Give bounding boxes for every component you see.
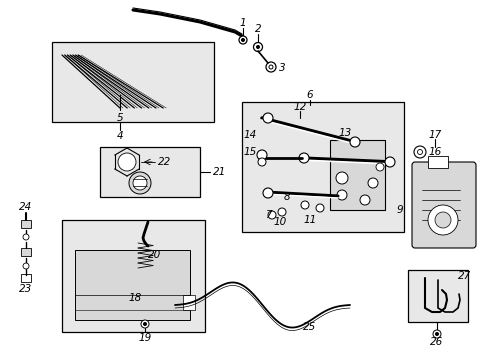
Text: 5: 5	[117, 113, 123, 123]
Bar	[242, 102, 403, 232]
Text: 4: 4	[117, 131, 123, 141]
Text: 20: 20	[148, 250, 162, 260]
Text: 9: 9	[396, 205, 403, 215]
Text: 2: 2	[254, 24, 261, 34]
Circle shape	[413, 146, 425, 158]
Text: 17: 17	[427, 130, 441, 140]
Circle shape	[375, 163, 383, 171]
Circle shape	[118, 153, 136, 171]
Text: 1: 1	[239, 18, 246, 28]
Circle shape	[278, 208, 285, 216]
Circle shape	[141, 320, 149, 328]
Circle shape	[265, 62, 275, 72]
Circle shape	[129, 172, 151, 194]
Text: 3: 3	[278, 63, 285, 73]
Text: 19: 19	[138, 333, 151, 343]
Text: 6: 6	[306, 90, 313, 100]
Circle shape	[417, 149, 422, 154]
Text: 16: 16	[427, 147, 441, 157]
Text: 22: 22	[158, 157, 171, 167]
Text: 7: 7	[264, 210, 271, 220]
Circle shape	[298, 153, 308, 163]
Circle shape	[315, 204, 324, 212]
Circle shape	[335, 172, 347, 184]
Circle shape	[349, 137, 359, 147]
Circle shape	[143, 323, 146, 325]
Bar	[407, 270, 467, 322]
Bar	[427, 156, 447, 168]
Text: 25: 25	[303, 322, 316, 332]
Bar	[100, 147, 200, 197]
Bar	[329, 140, 384, 210]
FancyBboxPatch shape	[411, 162, 475, 248]
Text: 10: 10	[273, 217, 286, 227]
Circle shape	[253, 42, 262, 51]
Text: 12: 12	[293, 102, 306, 112]
Text: 18: 18	[128, 293, 142, 303]
Circle shape	[268, 65, 272, 69]
Circle shape	[301, 201, 308, 209]
Circle shape	[367, 178, 377, 188]
Text: 24: 24	[20, 202, 33, 212]
Circle shape	[384, 157, 394, 167]
Circle shape	[434, 212, 450, 228]
Bar	[52, 42, 214, 122]
Text: 23: 23	[20, 284, 33, 294]
Circle shape	[435, 333, 438, 336]
Bar	[183, 295, 195, 310]
Circle shape	[258, 158, 265, 166]
Circle shape	[427, 205, 457, 235]
Text: 11: 11	[303, 215, 316, 225]
Circle shape	[267, 211, 275, 219]
Circle shape	[432, 330, 440, 338]
Bar	[75, 250, 190, 320]
Text: 26: 26	[429, 337, 443, 347]
Bar	[21, 220, 31, 228]
Circle shape	[257, 150, 266, 160]
Circle shape	[336, 190, 346, 200]
Bar	[62, 220, 204, 332]
Text: 13: 13	[338, 128, 351, 138]
Text: 21: 21	[213, 167, 226, 177]
Circle shape	[263, 113, 272, 123]
Circle shape	[241, 39, 244, 41]
Circle shape	[23, 234, 29, 240]
Bar	[21, 274, 31, 282]
Bar	[21, 248, 31, 256]
Text: 8: 8	[283, 192, 290, 202]
Text: 15: 15	[243, 147, 256, 157]
Circle shape	[23, 263, 29, 269]
Circle shape	[239, 36, 246, 44]
Circle shape	[359, 195, 369, 205]
Circle shape	[263, 188, 272, 198]
Text: 14: 14	[243, 130, 256, 140]
Circle shape	[256, 45, 259, 49]
Circle shape	[133, 176, 147, 190]
Text: 27: 27	[457, 271, 470, 281]
